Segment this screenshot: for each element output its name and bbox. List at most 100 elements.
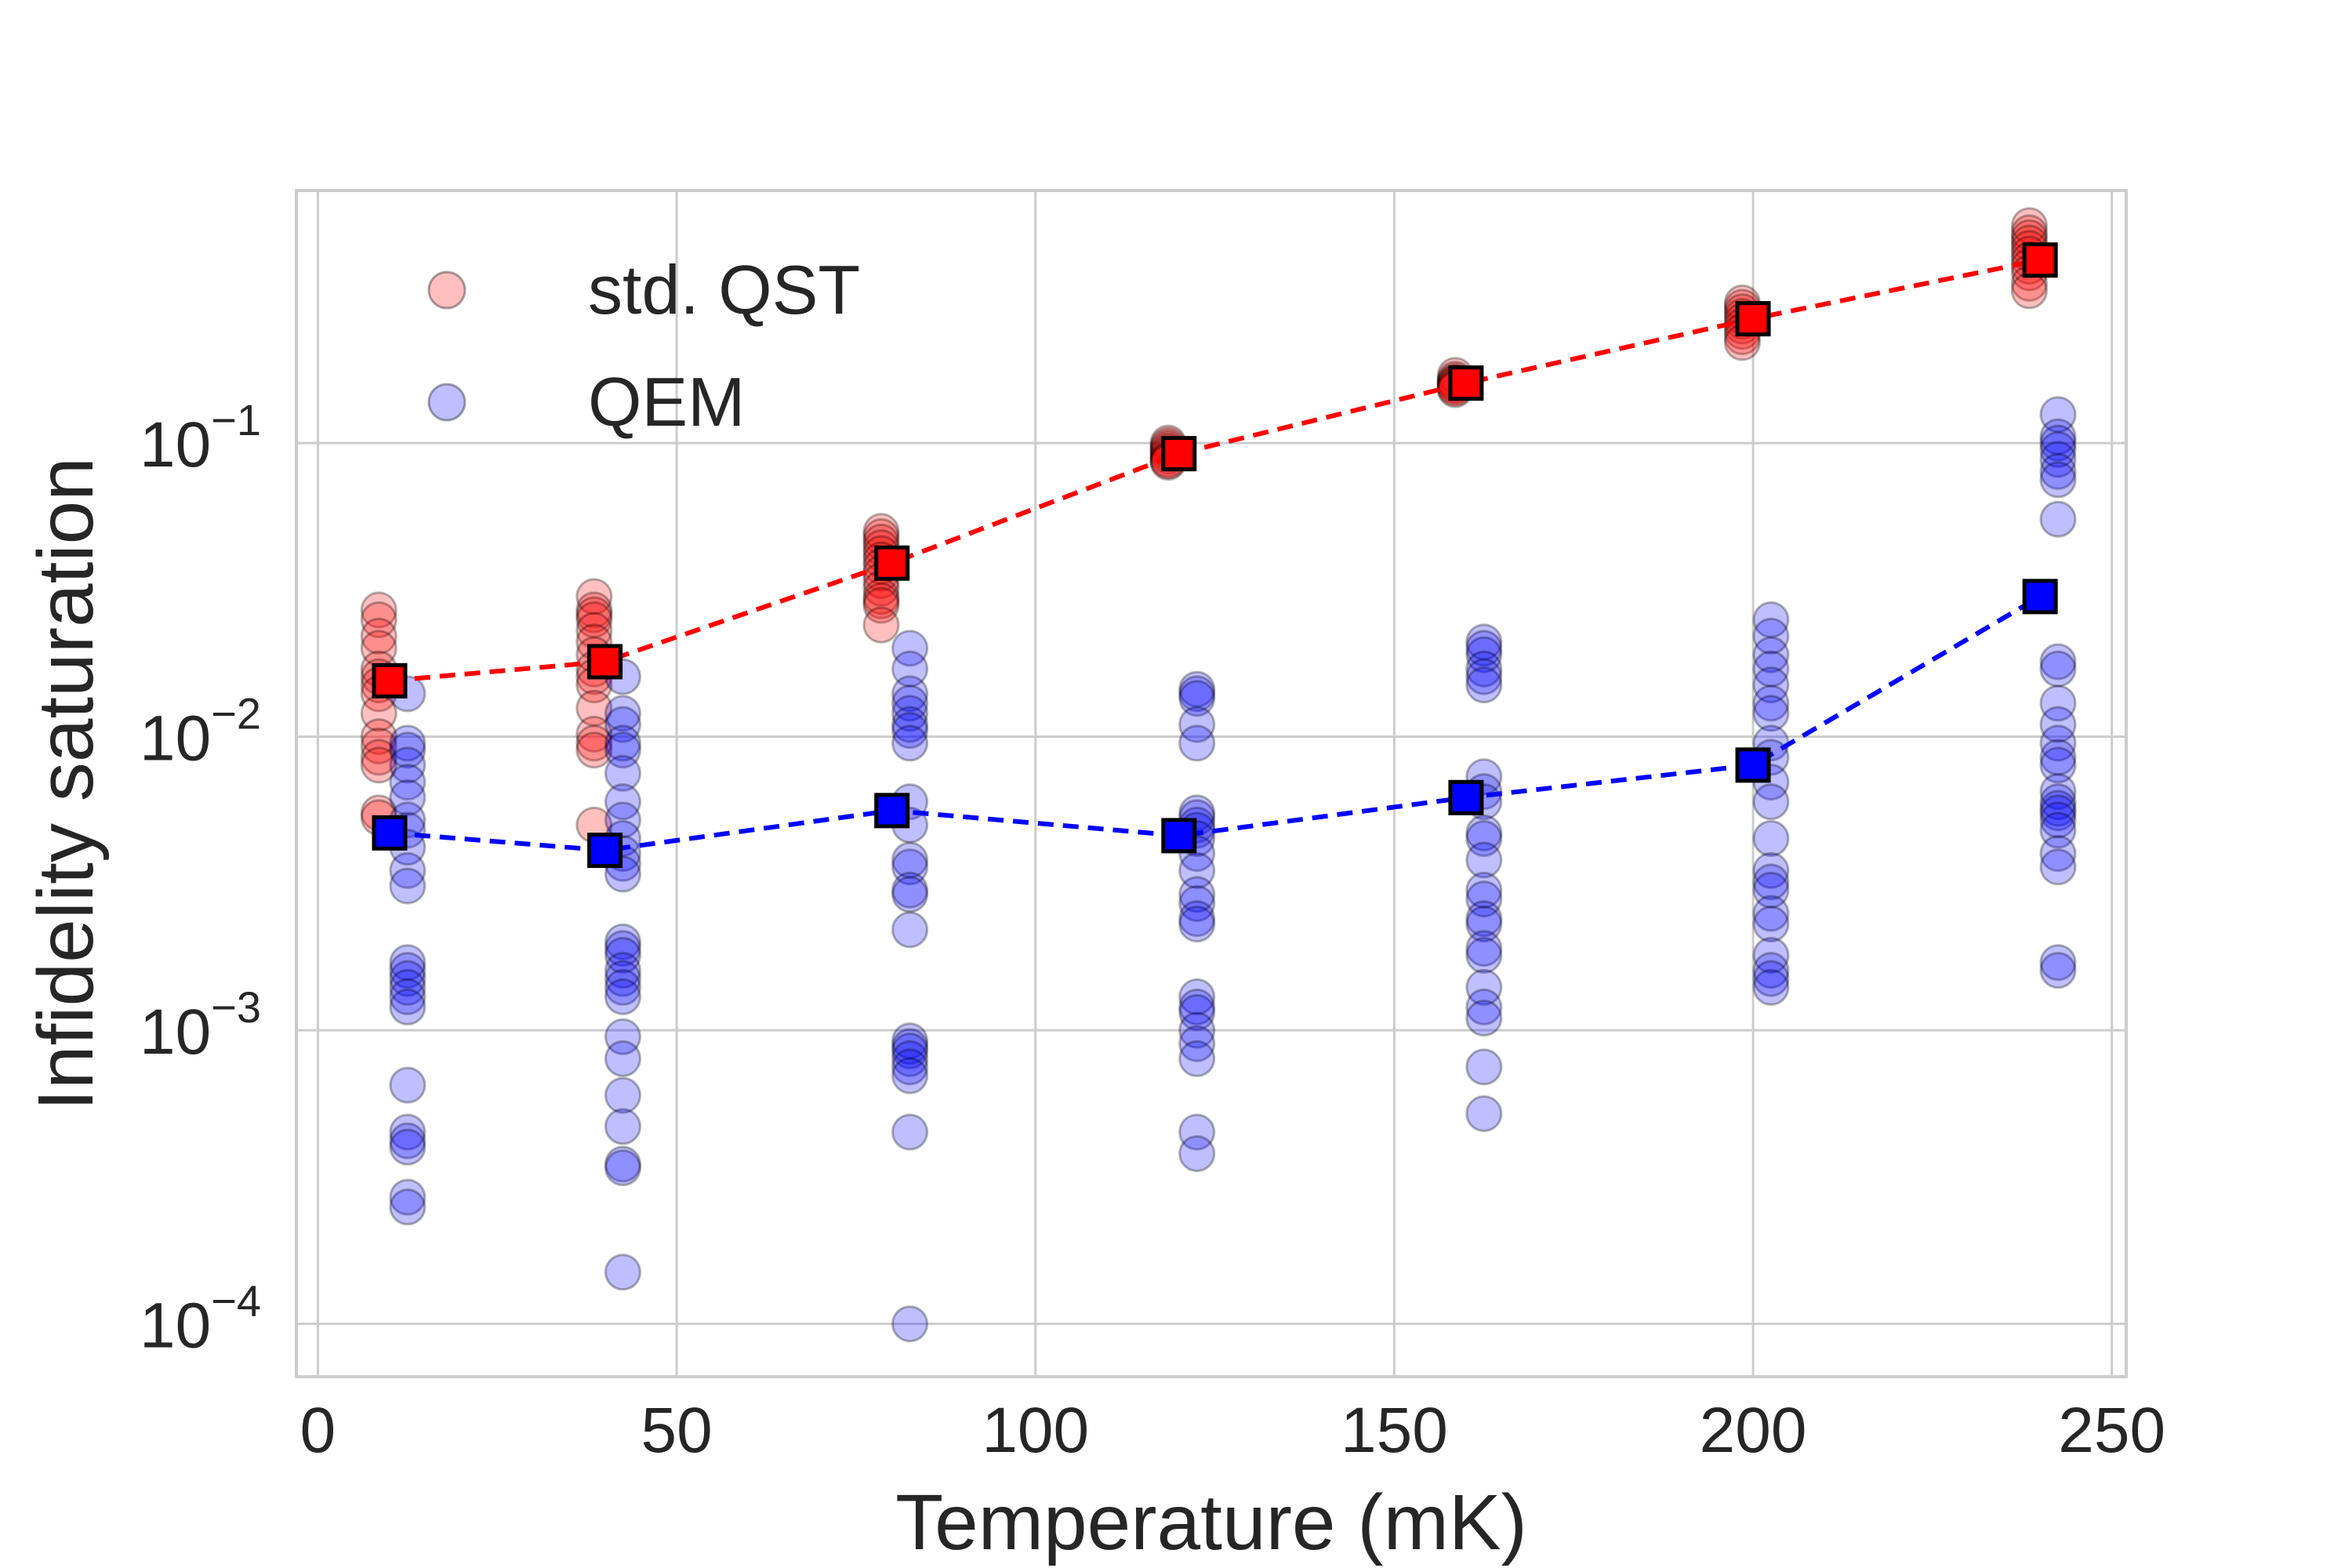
legend-label-qem: QEM	[588, 363, 745, 441]
scatter-point-std-qst	[360, 718, 397, 756]
scatter-point-qem	[891, 876, 929, 913]
scatter-point-qem	[604, 936, 641, 974]
scatter-point-qem	[604, 695, 641, 732]
scatter-point-qem	[604, 968, 641, 1006]
x-tick-labels: 0 50 100 150 200 250	[300, 1395, 2165, 1466]
mean-marker-std-qst-mean	[2022, 242, 2058, 278]
scatter-point-qem	[1465, 650, 1503, 688]
scatter-point-qem	[1465, 930, 1503, 967]
scatter-point-qem	[389, 1066, 426, 1104]
scatter-point-qem	[891, 630, 929, 667]
scatter-point-qem	[2039, 801, 2077, 839]
mean-marker-qem-mean	[1448, 779, 1484, 815]
scatter-point-qem	[1178, 978, 1216, 1015]
scatter-point-qem	[2039, 848, 2077, 886]
scatter-point-qem	[389, 731, 426, 769]
scatter-point-qem	[1465, 1048, 1503, 1086]
scatter-point-qem	[1752, 684, 1790, 722]
scatter-point-qem	[1465, 658, 1503, 695]
scatter-point-qem	[1465, 666, 1503, 704]
mean-marker-std-qst-mean	[1735, 301, 1771, 337]
scatter-point-qem	[389, 1189, 426, 1226]
scatter-point-qem	[604, 783, 641, 821]
x-tick-label: 100	[982, 1395, 1089, 1466]
scatter-point-qem	[1752, 871, 1790, 909]
scatter-point-qem	[1465, 880, 1503, 918]
scatter-point-std-qst	[360, 746, 397, 784]
scatter-point-qem	[1465, 623, 1503, 661]
scatter-point-qem	[891, 724, 929, 762]
scatter-point-qem	[1178, 1134, 1216, 1172]
mean-marker-qem-mean	[587, 833, 623, 869]
scatter-point-std-qst	[360, 591, 397, 629]
scatter-point-qem	[891, 1305, 929, 1343]
scatter-point-qem	[891, 911, 929, 949]
scatter-point-qem	[389, 1128, 426, 1166]
scatter-point-qem	[891, 841, 929, 879]
scatter-point-qem	[604, 960, 641, 997]
mean-marker-std-qst-mean	[587, 644, 623, 680]
scatter-point-qem	[389, 867, 426, 905]
mean-series	[372, 242, 2058, 869]
scatter-point-qem	[604, 731, 641, 769]
scatter-point-qem	[1465, 819, 1503, 857]
scatter-point-qem	[2039, 441, 2077, 478]
scatter-point-qem	[1465, 900, 1503, 938]
plot-frame	[295, 189, 2128, 1378]
grid	[296, 191, 2126, 1377]
scatter-point-qem	[1752, 601, 1790, 639]
x-tick-label: 0	[300, 1395, 336, 1466]
scatter-point-qem	[1178, 988, 1216, 1025]
scatter-point-qem	[2039, 835, 2077, 873]
scatter-point-qem	[1465, 936, 1503, 974]
scatter-point-qem	[1178, 1011, 1216, 1049]
scatter-point-qem	[1752, 819, 1790, 857]
scatter-point-qem	[2039, 396, 2077, 434]
scatter-point-qem	[604, 1254, 641, 1291]
scatter-point-qem	[2039, 430, 2077, 468]
scatter-point-qem	[1752, 906, 1790, 943]
scatter-point-qem	[604, 724, 641, 762]
scatter-point-std-qst	[2010, 272, 2048, 310]
scatter-point-qem	[891, 848, 929, 886]
scatter-point-qem	[604, 1149, 641, 1187]
scatter-point-qem	[1178, 1025, 1216, 1062]
scatter-point-qem	[604, 1108, 641, 1145]
scatter-point-qem	[2039, 500, 2077, 538]
scatter-point-qem	[2039, 724, 2077, 762]
scatter-point-qem	[2039, 773, 2077, 811]
scatter-point-std-qst	[575, 689, 613, 727]
scatter-point-std-qst	[360, 601, 397, 639]
scatter-point-qem	[1465, 1000, 1503, 1037]
scatter-point-qem	[2039, 650, 2077, 688]
scatter-point-std-qst	[575, 596, 613, 633]
scatter-point-qem	[1178, 900, 1216, 938]
scatter-point-qem	[389, 764, 426, 801]
scatter-point-qem	[891, 1022, 929, 1060]
scatter-point-qem	[891, 1057, 929, 1094]
scatter-point-std-qst	[862, 582, 900, 619]
scatter-point-qem	[2039, 461, 2077, 499]
scatter-point-qem	[891, 650, 929, 688]
mean-marker-qem-mean	[874, 793, 910, 829]
scatter-point-qem	[1178, 851, 1216, 889]
scatter-point-std-qst	[575, 601, 613, 639]
scatter-point-qem	[891, 684, 929, 722]
scatter-point-qem	[2039, 643, 2077, 681]
scatter-point-qem	[604, 1076, 641, 1114]
scatter-point-qem	[604, 1018, 641, 1055]
scatter-point-qem	[1465, 814, 1503, 851]
scatter-point-qem	[389, 988, 426, 1025]
scatter-point-qem	[2039, 746, 2077, 784]
scatter-point-std-qst	[360, 739, 397, 776]
scatter-point-qem	[1752, 895, 1790, 932]
scatter-point-std-qst	[575, 715, 613, 753]
scatter-point-qem	[1752, 650, 1790, 688]
scatter-point-qem	[2039, 424, 2077, 462]
scatter-point-qem	[891, 695, 929, 732]
scatter-point-qem	[604, 801, 641, 839]
scatter-point-qem	[2039, 739, 2077, 776]
scatter-point-qem	[2039, 706, 2077, 743]
legend: std. QST QEM	[427, 251, 860, 441]
legend-label-std-qst: std. QST	[588, 251, 860, 328]
